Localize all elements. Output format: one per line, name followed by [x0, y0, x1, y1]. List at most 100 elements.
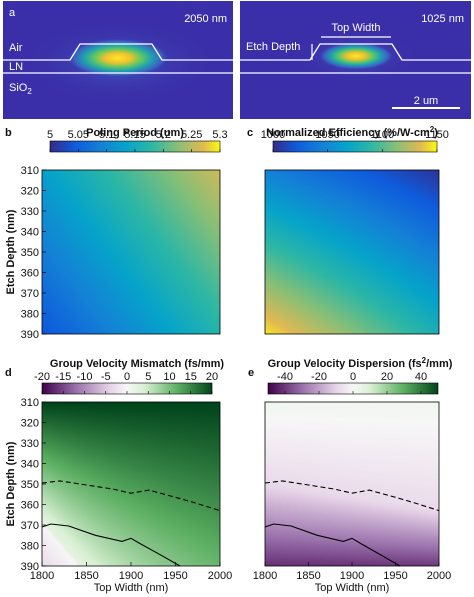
colorbar-tick-label: -5 — [101, 371, 111, 383]
plot-frame — [264, 169, 440, 335]
colorbar-tick-label: 5.1 — [99, 129, 114, 141]
annotation-top-width: Top Width — [332, 22, 381, 34]
colorbar-title-close: ) — [434, 127, 438, 139]
colorbar-title-superscript: 2 — [430, 125, 435, 134]
y-tick-label: 390 — [21, 561, 39, 573]
colorbar-tick-label: 5.05 — [68, 129, 89, 141]
heatmap-image — [42, 402, 220, 566]
colorbar-tick-label: 1100 — [371, 129, 395, 141]
x-tick-label: 1900 — [340, 570, 364, 582]
y-tick-label: 330 — [21, 438, 39, 450]
panel-label-b: b — [5, 127, 12, 139]
layer-label-sio2: SiO — [9, 82, 28, 94]
y-tick-label: 340 — [21, 227, 39, 239]
layer-label-ln: LN — [9, 61, 23, 73]
y-tick-label: 390 — [21, 329, 39, 341]
mode-profile — [66, 38, 170, 78]
mode-profile — [318, 42, 394, 70]
colorbar-tick-label: 40 — [415, 371, 427, 383]
colorbar-ticks: -20 -15 -10 -5 0 5 10 15 20 — [34, 371, 218, 394]
y-tick-label: 380 — [21, 541, 39, 553]
y-axis-label: Etch Depth (nm) — [5, 209, 17, 294]
contour-solid — [264, 523, 401, 567]
y-tick-label: 350 — [21, 247, 39, 259]
colorbar-tick-label: 0 — [350, 371, 356, 383]
colorbar-tick-label: 5.3 — [212, 129, 227, 141]
colorbar-title-close: /mm) — [426, 358, 453, 370]
colorbar-title: Poling Period (um) — [86, 127, 184, 139]
layer-label-air: Air — [9, 42, 23, 54]
panel-d: d Group Velocity Mismatch (fs/mm) -20 -15… — [5, 358, 232, 594]
svg-text:Normalized Efficiency (%/W-cm2: Normalized Efficiency (%/W-cm2) — [266, 125, 438, 139]
y-tick-label: 310 — [21, 397, 39, 409]
layer-label-sio2-subscript: 2 — [27, 87, 32, 96]
mode-wavelength-label: 2050 nm — [184, 13, 227, 25]
x-tick-label: 2000 — [208, 570, 232, 582]
x-axis-label: Top Width (nm) — [315, 582, 390, 594]
panel-label-e: e — [248, 367, 254, 379]
colorbar-tick-label: 0 — [124, 371, 130, 383]
annotation-etch-depth: Etch Depth — [246, 41, 300, 53]
colorbar-tick-label: -20 — [311, 371, 327, 383]
mode-wavelength-label: 1025 nm — [421, 13, 464, 25]
colorbar-tick-label: 5.2 — [156, 129, 171, 141]
waveguide-outline — [3, 43, 233, 61]
colorbar-title: Normalized Efficiency (%/W-cm — [266, 127, 430, 139]
y-tick-label: 320 — [21, 186, 39, 198]
x-tick-label: 1850 — [74, 570, 98, 582]
colorbar-tick-label: 20 — [381, 371, 393, 383]
y-ticks: 310 320 330 340 350 360 370 380 390 — [21, 397, 46, 573]
colorbar-tick-label: 5.15 — [124, 129, 145, 141]
colorbar-ticks: 5 5.05 5.1 5.15 5.2 5.25 5.3 — [47, 129, 228, 152]
x-tick-label: 1950 — [383, 570, 407, 582]
contour-lines — [41, 480, 221, 567]
x-ticks: 1800 1850 1900 1950 2000 — [253, 562, 451, 582]
panel-c: c Normalized Efficiency (%/W-cm2) 1000 10… — [247, 125, 449, 335]
contour-dashed — [41, 480, 221, 512]
y-tick-label: 330 — [21, 206, 39, 218]
colorbar-tick-label: 10 — [163, 371, 175, 383]
colorbar-tick-label: 5 — [47, 129, 53, 141]
y-tick-label: 380 — [21, 309, 39, 321]
y-tick-label: 360 — [21, 268, 39, 280]
colorbar-title-superscript: 2 — [422, 356, 427, 365]
colorbar-title: Group Velocity Mismatch (fs/mm) — [50, 358, 225, 370]
x-axis-label: Top Width (nm) — [94, 582, 169, 594]
colorbar-ticks: 1000 1050 1100 1150 — [261, 129, 449, 152]
contour-dashed — [264, 480, 440, 512]
x-tick-label: 1850 — [296, 570, 320, 582]
heatmap-image — [265, 170, 439, 334]
panel-e: e Group Velocity Dispersion (fs2/mm) -40… — [248, 356, 453, 594]
colorbar-tick-label: 1150 — [425, 129, 449, 141]
y-axis-label: Etch Depth (nm) — [5, 441, 17, 526]
x-tick-label: 1800 — [253, 570, 277, 582]
mode-panel-2050: a 2050 nm Air LN SiO2 — [3, 1, 233, 119]
colorbar-tick-label: 15 — [185, 371, 197, 383]
x-tick-label: 1800 — [30, 570, 54, 582]
x-ticks: 1800 1850 1900 1950 2000 — [30, 562, 232, 582]
svg-text:SiO2: SiO2 — [9, 82, 32, 96]
mode-panel-1025: 1025 nm Top Width Etch Depth 2 um — [240, 1, 471, 119]
y-tick-label: 350 — [21, 479, 39, 491]
svg-text:Group Velocity Dispersion (fs2: Group Velocity Dispersion (fs2/mm) — [268, 356, 453, 370]
colorbar-tick-label: -15 — [55, 371, 71, 383]
panel-b: b Poling Period (um) 5 5.05 5.1 5.15 5.2 5.25… — [5, 127, 228, 341]
colorbar-tick-label: -40 — [277, 371, 293, 383]
colorbar — [272, 140, 438, 153]
colorbar-tick-label: 1000 — [261, 129, 285, 141]
x-tick-label: 1900 — [119, 570, 143, 582]
heatmap-image — [265, 402, 439, 566]
y-tick-label: 340 — [21, 459, 39, 471]
y-tick-label: 370 — [21, 288, 39, 300]
x-tick-label: 2000 — [427, 570, 451, 582]
colorbar-title: Group Velocity Dispersion (fs — [268, 358, 422, 370]
y-ticks: 310 320 330 340 350 360 370 380 390 — [21, 165, 46, 341]
y-tick-label: 370 — [21, 520, 39, 532]
y-tick-label: 360 — [21, 500, 39, 512]
colorbar-ticks: -40 -20 0 20 40 — [277, 371, 427, 394]
colorbar-tick-label: -10 — [77, 371, 93, 383]
panel-label-a: a — [9, 7, 16, 19]
y-tick-label: 310 — [21, 165, 39, 177]
colorbar-tick-label: -20 — [34, 371, 50, 383]
x-tick-label: 1950 — [163, 570, 187, 582]
